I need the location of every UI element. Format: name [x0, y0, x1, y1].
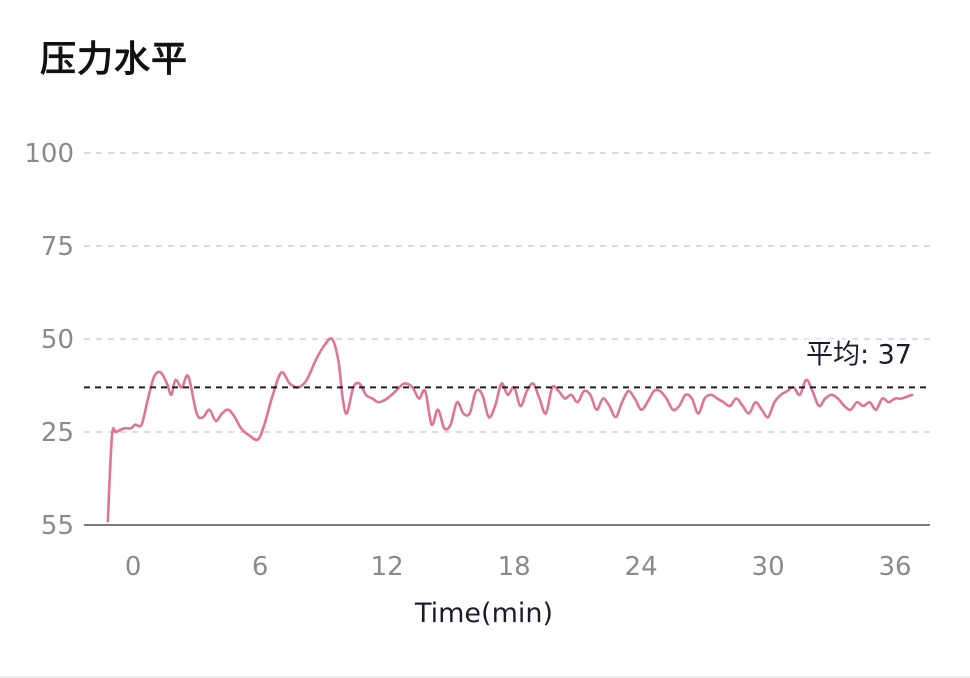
y-tick-label: 25	[41, 418, 74, 448]
x-tick-label: 18	[498, 552, 531, 582]
x-tick-label: 36	[879, 552, 912, 582]
y-axis-ticks: 100 75 50 25 55	[24, 139, 74, 541]
y-tick-label: 100	[24, 139, 74, 169]
stress-series-line	[106, 337, 914, 523]
grid-lines	[84, 152, 930, 433]
x-tick-label: 24	[625, 552, 658, 582]
y-tick-label: 75	[41, 232, 74, 262]
y-tick-label: 50	[41, 325, 74, 355]
x-axis-ticks: 0 6 12 18 24 30 36	[125, 552, 912, 582]
y-tick-label: 55	[41, 511, 74, 541]
chart-title: 压力水平	[40, 39, 189, 80]
x-axis-title: Time(min)	[414, 598, 553, 629]
x-tick-label: 30	[752, 552, 785, 582]
bottom-divider	[0, 676, 970, 678]
x-tick-label: 6	[252, 552, 269, 582]
x-tick-label: 12	[371, 552, 404, 582]
average-label: 平均: 37	[806, 339, 912, 370]
x-tick-label: 0	[125, 552, 142, 582]
